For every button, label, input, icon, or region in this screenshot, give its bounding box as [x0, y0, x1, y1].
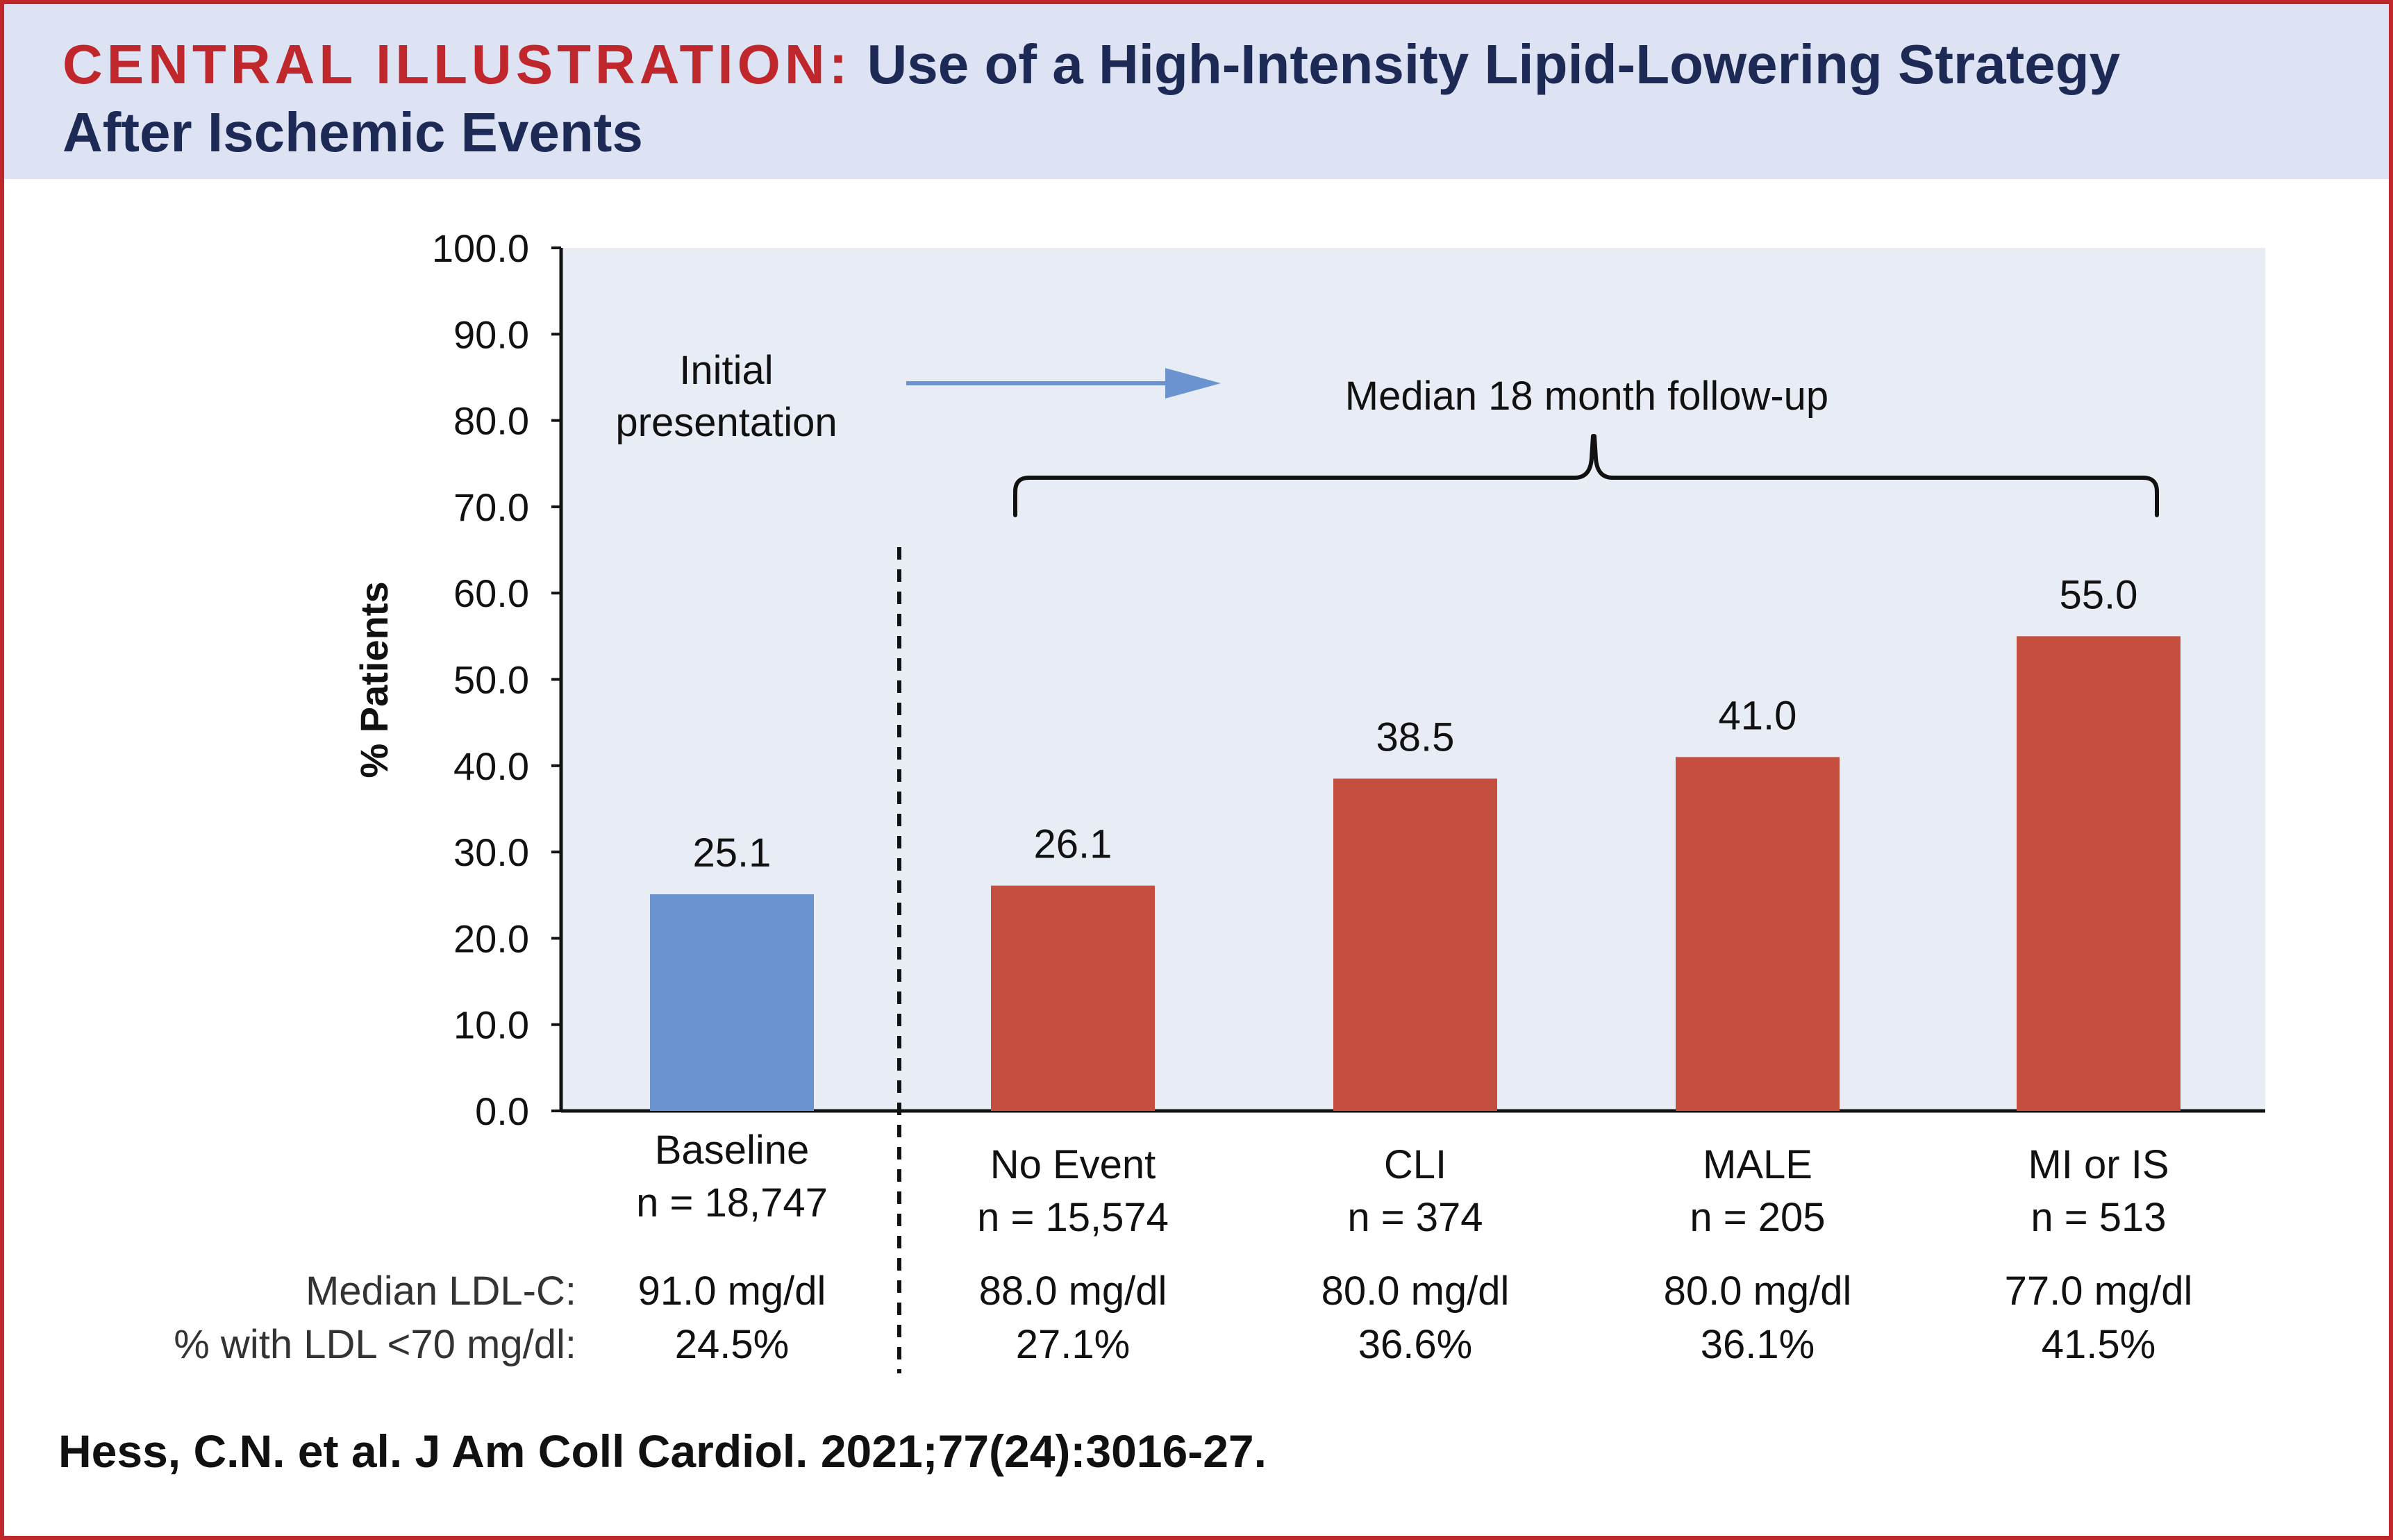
category-n-label: n = 374 — [1347, 1195, 1483, 1240]
bar-2 — [1333, 778, 1497, 1111]
pct-ldl-value: 27.1% — [1016, 1322, 1130, 1367]
pct-ldl-value: 36.6% — [1358, 1322, 1472, 1367]
pct-ldl-value: 41.5% — [2042, 1322, 2156, 1367]
category-n-label: n = 513 — [2031, 1195, 2166, 1240]
bar-value-label: 25.1 — [693, 830, 772, 876]
median-ldl-value: 91.0 mg/dl — [638, 1269, 826, 1314]
title-text-1: Use of a High-Intensity Lipid-Lowering S… — [867, 33, 2121, 95]
y-tick-label: 90.0 — [453, 312, 529, 356]
initial-presentation-label: presentation — [615, 400, 837, 445]
followup-brace — [1013, 434, 2159, 517]
median-ldl-value: 88.0 mg/dl — [979, 1269, 1167, 1314]
bar-value-label: 41.0 — [1719, 693, 1797, 738]
y-tick-label: 40.0 — [453, 744, 529, 788]
citation: Hess, C.N. et al. J Am Coll Cardiol. 202… — [58, 1425, 1267, 1477]
bar-value-label: 38.5 — [1376, 714, 1455, 760]
followup-label: Median 18 month follow-up — [1345, 374, 1828, 419]
bar-value-label: 26.1 — [1034, 822, 1112, 867]
bar-value-label: 55.0 — [2060, 572, 2138, 617]
header-banner: CENTRAL ILLUSTRATION: Use of a High-Inte… — [4, 4, 2389, 179]
pct-ldl-value: 36.1% — [1701, 1322, 1815, 1367]
category-n-label: n = 205 — [1690, 1195, 1825, 1240]
title-line-1: CENTRAL ILLUSTRATION: Use of a High-Inte… — [62, 33, 2120, 96]
median-ldl-row-label: Median LDL-C: — [306, 1269, 576, 1314]
median-ldl-value: 80.0 mg/dl — [1321, 1269, 1510, 1314]
y-tick-label: 100.0 — [432, 226, 529, 270]
category-n-label: n = 15,574 — [977, 1195, 1169, 1240]
y-tick-label: 60.0 — [453, 571, 529, 615]
category-label: CLI — [1384, 1142, 1446, 1187]
y-axis-label: % Patients — [352, 581, 396, 778]
median-ldl-value: 80.0 mg/dl — [1664, 1269, 1852, 1314]
category-label: No Event — [990, 1142, 1156, 1187]
title-line-2: After Ischemic Events — [62, 101, 643, 163]
title-prefix: CENTRAL ILLUSTRATION: — [62, 33, 852, 95]
median-ldl-value: 77.0 mg/dl — [2005, 1269, 2193, 1314]
pct-ldl-row-label: % with LDL <70 mg/dl: — [174, 1322, 576, 1367]
arrow-head-icon — [1165, 368, 1221, 399]
y-tick-label: 80.0 — [453, 399, 529, 443]
category-label: MALE — [1703, 1142, 1812, 1187]
category-n-label: n = 18,747 — [636, 1180, 828, 1225]
bar-1 — [991, 885, 1155, 1111]
y-tick-label: 20.0 — [453, 917, 529, 960]
y-tick-label: 10.0 — [453, 1003, 529, 1047]
y-tick-label: 70.0 — [453, 485, 529, 529]
initial-presentation-label: Initial — [679, 348, 773, 393]
category-label: MI or IS — [2028, 1142, 2169, 1187]
bar-3 — [1676, 757, 1840, 1111]
bar-0 — [650, 894, 814, 1111]
category-label: Baseline — [655, 1128, 809, 1173]
bar-4 — [2017, 636, 2181, 1111]
y-tick-label: 50.0 — [453, 658, 529, 702]
y-tick-label: 30.0 — [453, 830, 529, 874]
y-tick-label: 0.0 — [475, 1089, 529, 1133]
pct-ldl-value: 24.5% — [675, 1322, 789, 1367]
